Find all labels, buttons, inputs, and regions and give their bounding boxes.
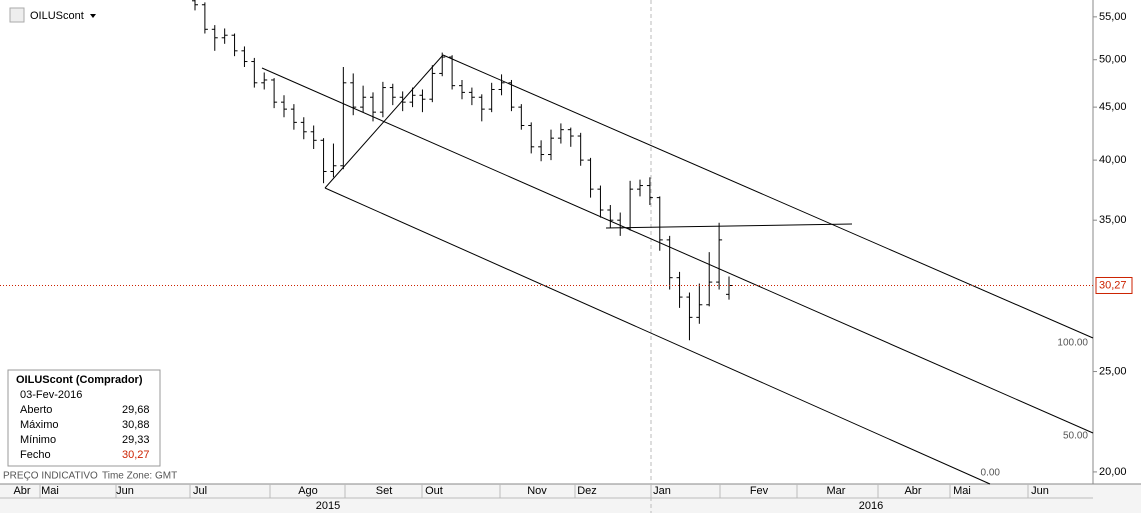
year-label: 2015	[316, 500, 340, 512]
x-tick-label: Jun	[116, 485, 134, 497]
x-tick-label: Mai	[41, 485, 59, 497]
channel-label: 50.00	[1063, 431, 1088, 442]
symbol-icon[interactable]	[9, 7, 25, 23]
y-tick-label: 35,00	[1099, 214, 1127, 226]
x-tick-label: Jan	[653, 485, 671, 497]
trend-lines	[261, 54, 1094, 485]
y-tick-label: 50,00	[1099, 54, 1127, 66]
info-box-frame	[7, 369, 161, 467]
info-box: OILUScont (Comprador) 03-Fev-2016 Aberto…	[7, 369, 161, 467]
channel-label: 0.00	[981, 468, 1001, 479]
x-tick-label: Ago	[298, 485, 318, 497]
year-label: 2016	[859, 500, 883, 512]
dropdown-arrow[interactable]	[90, 14, 96, 18]
y-tick-label: 25,00	[1099, 365, 1127, 377]
horizontal-line	[605, 223, 853, 229]
info-label: Máximo	[20, 419, 59, 431]
y-tick-label: 45,00	[1099, 101, 1127, 113]
x-tick-label: Dez	[577, 485, 597, 497]
footer: PREÇO INDICATIVO	[3, 471, 98, 482]
x-tick-label: Out	[425, 485, 443, 497]
x-tick-label: Mar	[827, 485, 846, 497]
last-price-label: 30,27	[1099, 279, 1127, 291]
channel-lower	[324, 187, 991, 485]
info-value: 29,68	[122, 404, 150, 416]
x-tick-label: Mai	[953, 485, 971, 497]
y-tick-label: 40,00	[1099, 154, 1127, 166]
info-value: 30,88	[122, 419, 150, 431]
info-label: Fecho	[20, 449, 51, 461]
info-value: 30,27	[122, 449, 150, 461]
info-title: OILUScont (Comprador)	[16, 374, 143, 386]
x-tick-label: Abr	[13, 485, 30, 497]
x-tick-label: Jun	[1031, 485, 1049, 497]
y-tick-label: 55,00	[1099, 11, 1127, 23]
x-tick-label: Jul	[193, 485, 207, 497]
timezone: Time Zone: GMT	[102, 471, 177, 482]
channel-base	[324, 54, 444, 189]
info-date: 03-Fev-2016	[20, 389, 82, 401]
x-tick-label: Fev	[750, 485, 769, 497]
info-value: 29,33	[122, 434, 150, 446]
channel-upper	[442, 54, 1094, 339]
info-label: Mínimo	[20, 434, 56, 446]
info-label: Aberto	[20, 404, 52, 416]
x-tick-label: Set	[376, 485, 393, 497]
symbol-name[interactable]: OILUScont	[30, 10, 84, 22]
x-tick-label: Abr	[904, 485, 921, 497]
channel-middle	[261, 67, 1094, 434]
x-tick-label: Nov	[527, 485, 547, 497]
last-price-box	[1095, 276, 1133, 294]
y-tick-label: 20,00	[1099, 466, 1127, 478]
channel-label: 100.00	[1057, 338, 1088, 349]
